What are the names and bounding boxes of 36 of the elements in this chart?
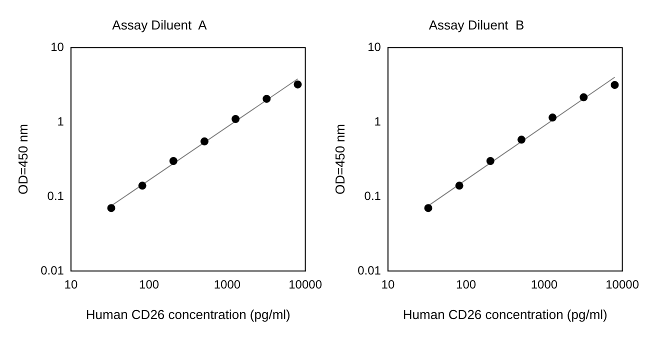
y-axis-title: OD=450 nm xyxy=(15,124,30,195)
y-tick-label: 0.1 xyxy=(47,188,64,203)
point xyxy=(424,204,432,212)
y-tick-label: 0.01 xyxy=(40,263,64,278)
point xyxy=(486,157,494,166)
x-tick-label: 10000 xyxy=(288,278,322,292)
x-tick-label: 100 xyxy=(139,278,160,292)
chart-title: Assay Diluent A xyxy=(112,17,208,32)
y-tick-label: 0.1 xyxy=(364,188,382,203)
x-tick-label: 100 xyxy=(456,278,476,292)
x-tick-label: 10 xyxy=(381,278,395,292)
point xyxy=(610,80,619,89)
point xyxy=(200,137,208,146)
point xyxy=(138,182,146,190)
point xyxy=(517,136,526,144)
x-axis-title: Human CD26 concentration (pg/ml) xyxy=(86,306,290,322)
x-tick-label: 1000 xyxy=(530,278,558,292)
point xyxy=(232,114,240,123)
y-tick-label: 0.01 xyxy=(358,263,382,278)
x-tick-label: 1000 xyxy=(214,278,241,292)
point xyxy=(548,114,557,122)
y-tick-label: 10 xyxy=(50,40,64,54)
y-tick-label: 1 xyxy=(57,114,64,128)
point xyxy=(262,94,271,103)
chart-title: Assay Diluent B xyxy=(428,17,524,32)
point xyxy=(580,93,588,102)
x-axis-title: Human CD26 concentration (pg/ml) xyxy=(402,306,608,322)
x-tick-label: 10000 xyxy=(606,278,640,292)
point xyxy=(455,182,464,190)
y-tick-label: 1 xyxy=(374,114,382,128)
y-axis-title: OD=450 nm xyxy=(332,124,348,195)
point xyxy=(107,204,116,212)
point xyxy=(169,157,178,166)
point xyxy=(294,80,302,88)
x-tick-label: 10 xyxy=(64,278,78,292)
y-tick-label: 10 xyxy=(368,40,382,54)
